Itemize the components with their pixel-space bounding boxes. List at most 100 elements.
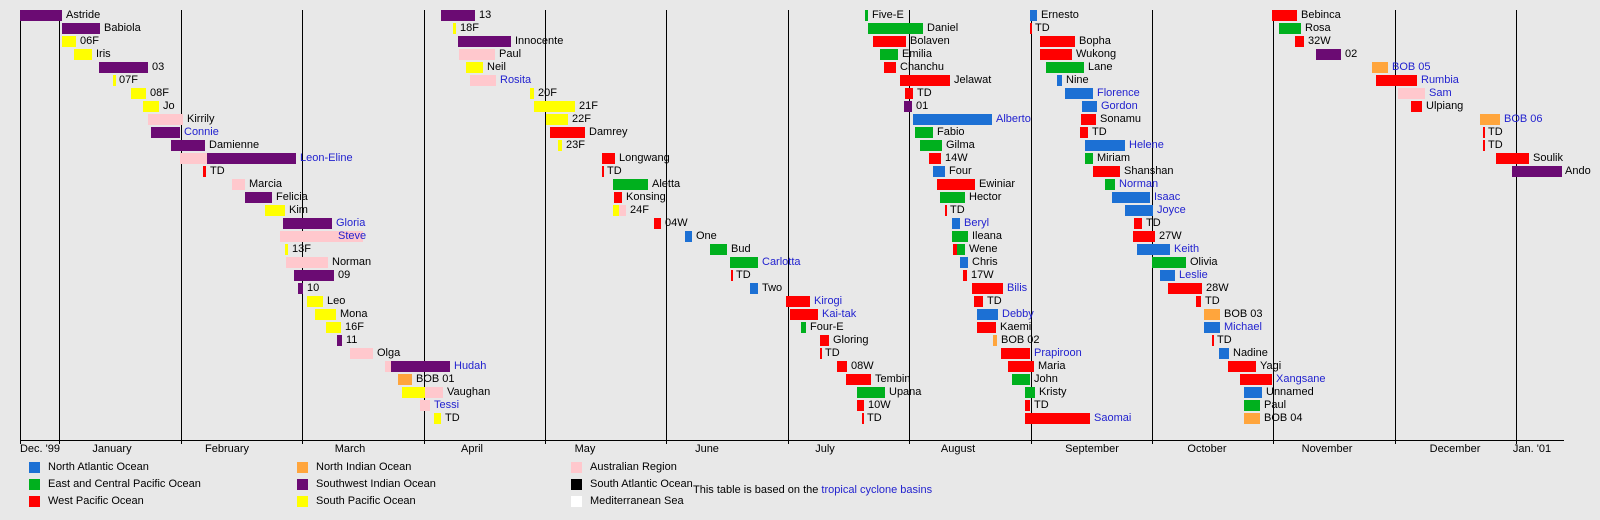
storm-bar-segment <box>280 231 363 242</box>
storm-bar-segment <box>1160 270 1175 281</box>
storm-bar-segment <box>957 244 965 255</box>
storm-label: John <box>1034 373 1058 385</box>
storm-label: Yagi <box>1260 360 1282 372</box>
storm-label: Ulpiang <box>1426 100 1464 112</box>
storm-label[interactable]: Keith <box>1174 243 1200 255</box>
storm-label[interactable]: Prapiroon <box>1034 347 1082 359</box>
storm-label[interactable]: Debby <box>1002 308 1034 320</box>
storm-label: TD <box>607 165 622 177</box>
storm-bar-segment <box>602 166 604 177</box>
storm-bar-segment <box>466 62 483 73</box>
storm-label[interactable]: Helene <box>1129 139 1164 151</box>
legend-label: West Pacific Ocean <box>48 495 144 507</box>
storm-label[interactable]: Joyce <box>1157 204 1186 216</box>
storm-label[interactable]: Alberto <box>996 113 1031 125</box>
storm-label[interactable]: Sam <box>1429 87 1452 99</box>
storm-bar-segment <box>534 101 575 112</box>
storm-bar-segment <box>99 62 148 73</box>
tropical-cyclone-basins-link[interactable]: tropical cyclone basins <box>821 484 933 496</box>
storm-label[interactable]: Gloria <box>336 217 366 229</box>
storm-label[interactable]: Rosita <box>500 74 532 86</box>
storm-label[interactable]: Bilis <box>1007 282 1028 294</box>
legend-label: North Atlantic Ocean <box>48 461 149 473</box>
storm-label[interactable]: Florence <box>1097 87 1140 99</box>
storm-bar-segment <box>530 88 534 99</box>
storm-label: Olivia <box>1190 256 1218 268</box>
storm-bar-segment <box>977 309 998 320</box>
storm-bar-segment <box>1483 127 1485 138</box>
storm-label: Longwang <box>619 152 670 164</box>
storm-label: Sonamu <box>1100 113 1141 125</box>
month-label: February <box>204 443 250 455</box>
storm-label: Nadine <box>1233 347 1268 359</box>
storm-bar-segment <box>143 101 159 112</box>
storm-bar-segment <box>294 270 334 281</box>
axis-tick <box>545 440 546 444</box>
axis-tick <box>1031 440 1032 444</box>
storm-label: TD <box>917 87 932 99</box>
storm-label[interactable]: Tessi <box>434 399 460 411</box>
storm-label[interactable]: Isaac <box>1154 191 1181 203</box>
month-label: September <box>1065 443 1119 455</box>
storm-bar-segment <box>1372 62 1388 73</box>
storm-bar-segment <box>453 23 456 34</box>
storm-label[interactable]: Rumbia <box>1421 74 1459 86</box>
storm-bar-segment <box>1316 49 1341 60</box>
storm-label: BOB 02 <box>1001 334 1040 346</box>
storm-label[interactable]: Leslie <box>1179 269 1208 281</box>
storm-bar-segment <box>920 140 942 151</box>
storm-label[interactable]: Michael <box>1224 321 1262 333</box>
storm-bar-segment <box>1112 192 1150 203</box>
storm-bar-segment <box>1272 10 1297 21</box>
na-basin-swatch <box>29 462 40 473</box>
storm-bar-segment <box>1025 413 1090 424</box>
month-label: January <box>92 443 132 455</box>
storm-bar-segment <box>470 75 496 86</box>
storm-label[interactable]: Beryl <box>964 217 990 229</box>
storm-label[interactable]: Norman <box>1119 178 1159 190</box>
storm-label[interactable]: Kai-tak <box>822 308 857 320</box>
storm-bar-segment <box>286 257 328 268</box>
storm-bar-segment <box>940 192 965 203</box>
storm-bar-segment <box>298 283 303 294</box>
storm-label: One <box>696 230 717 242</box>
storm-label[interactable]: Xangsane <box>1276 373 1326 385</box>
storm-label: Damrey <box>589 126 628 138</box>
storm-label[interactable]: Leon-Eline <box>300 152 353 164</box>
axis-tick <box>302 440 303 444</box>
axis-tick <box>788 440 789 444</box>
storm-label[interactable]: Connie <box>184 126 219 138</box>
storm-bar-segment <box>350 348 373 359</box>
storm-bar-segment <box>602 153 615 164</box>
storm-label[interactable]: Hudah <box>454 360 487 372</box>
storm-label: Iris <box>96 48 111 60</box>
month-gridline <box>424 10 425 440</box>
storm-bar-segment <box>801 322 806 333</box>
month-gridline <box>1273 10 1274 440</box>
storm-label[interactable]: Gordon <box>1101 100 1138 112</box>
storm-label: Maria <box>1038 360 1066 372</box>
storm-label[interactable]: Steve <box>338 230 367 242</box>
storm-label: TD <box>1488 139 1503 151</box>
storm-bar-segment <box>913 114 992 125</box>
storm-bar-segment <box>952 231 968 242</box>
storm-bar-segment <box>1398 88 1425 99</box>
storm-label: BOB 01 <box>416 373 455 385</box>
storm-bar-segment <box>203 166 206 177</box>
storm-label: Miriam <box>1097 152 1130 164</box>
storm-label[interactable]: BOB 05 <box>1392 61 1431 73</box>
storm-label[interactable]: Carlotta <box>762 256 801 268</box>
storm-label: 06F <box>80 35 99 47</box>
legend-label: East and Central Pacific Ocean <box>48 478 201 490</box>
storm-bar-segment <box>904 101 912 112</box>
storm-label: Ewiniar <box>979 178 1016 190</box>
si-basin-swatch <box>297 479 308 490</box>
storm-bar-segment <box>613 205 619 216</box>
storm-label: Bebinca <box>1301 9 1341 21</box>
storm-label[interactable]: Kirogi <box>814 295 843 307</box>
storm-label[interactable]: Saomai <box>1094 412 1132 424</box>
storm-label[interactable]: BOB 06 <box>1504 113 1543 125</box>
storm-label: Ando <box>1565 165 1591 177</box>
axis-tick <box>1152 440 1153 444</box>
sa-basin-swatch <box>571 479 582 490</box>
